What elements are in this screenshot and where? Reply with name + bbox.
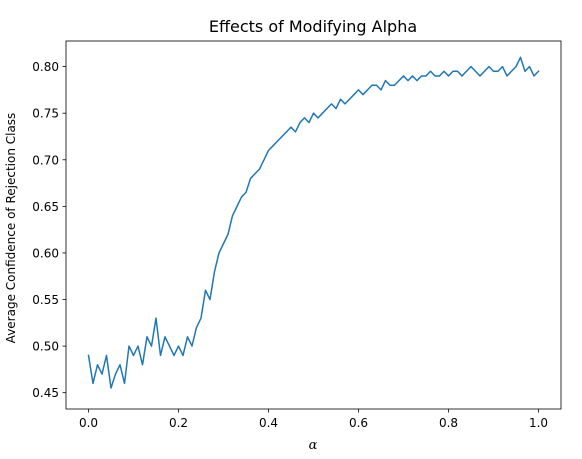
- chart-title: Effects of Modifying Alpha: [209, 17, 417, 36]
- x-axis-label: α: [309, 438, 318, 453]
- y-tick-label: 0.80: [32, 60, 59, 74]
- x-tick-label: 0.0: [79, 416, 98, 430]
- y-axis-label: Average Confidence of Rejection Class: [4, 113, 18, 344]
- series-line-0: [87, 56, 540, 389]
- y-tick-label: 0.60: [32, 246, 59, 260]
- x-tick-label: 0.8: [439, 416, 458, 430]
- plot-area: [65, 40, 562, 410]
- x-tick-label: 0.6: [349, 416, 368, 430]
- x-tick-label: 0.2: [169, 416, 188, 430]
- y-tick-label: 0.45: [32, 386, 59, 400]
- x-tick-label: 0.4: [259, 416, 278, 430]
- y-tick-label: 0.75: [32, 107, 59, 121]
- x-tick-label: 1.0: [529, 416, 548, 430]
- plot-frame: [65, 40, 562, 410]
- y-axis: 0.45 0.50 0.55 0.60 0.65 0.70 0.75 0.80: [32, 60, 66, 400]
- y-tick-label: 0.50: [32, 340, 59, 354]
- y-tick-label: 0.70: [32, 153, 59, 167]
- y-tick-label: 0.65: [32, 200, 59, 214]
- x-axis: 0.0 0.2 0.4 0.6 0.8 1.0: [79, 409, 548, 430]
- y-tick-label: 0.55: [32, 293, 59, 307]
